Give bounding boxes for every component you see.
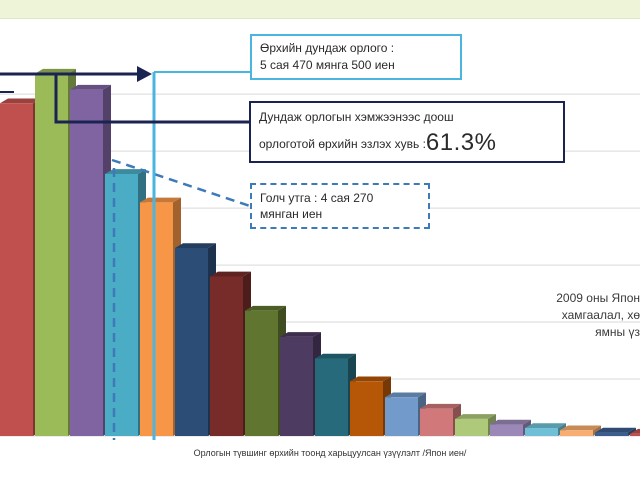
- bar-top: [560, 425, 601, 431]
- bar-11: [350, 376, 391, 436]
- bar-top: [210, 271, 251, 277]
- bar-19: [630, 428, 640, 436]
- below-leader-line: [54, 75, 250, 124]
- average-income-line1: Өрхийн дундаж орлого :: [260, 41, 395, 55]
- bar-10: [315, 353, 356, 436]
- bar-front: [560, 430, 593, 436]
- bar-top: [455, 414, 496, 419]
- bar-front: [630, 433, 640, 436]
- bar-top: [350, 376, 391, 382]
- bar-front: [595, 432, 628, 436]
- bar-6: [175, 243, 216, 436]
- bar-front: [245, 310, 278, 436]
- bar-8: [245, 305, 286, 436]
- bar-15: [490, 419, 531, 436]
- source-note-line2: хамгаалал, хө: [561, 308, 640, 322]
- bar-9: [280, 332, 321, 436]
- bar-16: [525, 423, 566, 436]
- median-line2: мянган иен: [260, 207, 323, 221]
- arrow-head-icon: [137, 66, 152, 82]
- bar-17: [560, 425, 601, 436]
- source-note: 2009 оны Япон хамгаалал, хө ямны үз: [528, 290, 640, 341]
- bar-5: [140, 197, 181, 436]
- average-income-line2: 5 сая 470 мянга 500 иен: [260, 58, 395, 72]
- top-band: [0, 0, 640, 19]
- below-average-line1: Дундаж орлогын хэмжээнээс доош: [259, 110, 454, 124]
- bar-front: [0, 103, 33, 436]
- bar-front: [385, 397, 418, 436]
- bar-top: [420, 403, 461, 409]
- bar-front: [420, 408, 453, 436]
- bar-3: [70, 84, 111, 437]
- bar-4: [105, 169, 146, 436]
- source-note-line1: 2009 оны Япон: [556, 291, 640, 305]
- average-income-callout: Өрхийн дундаж орлого : 5 сая 470 мянга 5…: [250, 34, 462, 80]
- bar-7: [210, 271, 251, 436]
- bar-front: [210, 276, 243, 436]
- below-average-callout: Дундаж орлогын хэмжээнээс доош орлоготой…: [249, 101, 565, 163]
- below-average-line2: орлоготой өрхийн эзлэх хувь :: [259, 137, 426, 151]
- bars: [0, 68, 640, 437]
- bar-front: [455, 418, 488, 436]
- bar-top: [315, 353, 356, 359]
- bar-front: [490, 424, 523, 436]
- bar-top: [175, 243, 216, 248]
- bar-top: [525, 423, 566, 429]
- bar-front: [140, 202, 173, 436]
- bar-top: [630, 428, 640, 434]
- bar-front: [105, 173, 138, 436]
- bar-top: [70, 84, 111, 90]
- bar-1: [0, 98, 41, 436]
- bar-top: [280, 332, 321, 337]
- bar-front: [350, 381, 383, 436]
- bar-13: [420, 403, 461, 436]
- bar-12: [385, 392, 426, 436]
- x-axis-caption: Орлогын түвшинг өрхийн тоонд харьцуулсан…: [193, 448, 467, 458]
- bar-front: [70, 89, 103, 437]
- bar-top: [245, 305, 286, 311]
- annotation-markers: [0, 66, 251, 440]
- bar-front: [280, 336, 313, 436]
- below-average-percent: 61.3%: [425, 129, 497, 156]
- bar-front: [315, 358, 348, 436]
- median-line1: Голч утга : 4 сая 270: [260, 191, 374, 205]
- bar-top: [490, 419, 531, 425]
- bar-front: [175, 248, 208, 436]
- bar-top: [140, 197, 181, 203]
- bar-top: [595, 427, 636, 433]
- median-callout: Голч утга : 4 сая 270 мянган иен: [250, 183, 430, 229]
- bar-2: [35, 68, 76, 436]
- bar-top: [385, 392, 426, 398]
- median-leader-line: [111, 158, 251, 208]
- bar-front: [525, 428, 558, 436]
- bar-front: [35, 73, 68, 436]
- bar-14: [455, 414, 496, 436]
- bar-top: [35, 68, 76, 74]
- bar-top: [0, 98, 41, 104]
- source-note-line3: ямны үз: [595, 325, 640, 339]
- bar-18: [595, 427, 636, 436]
